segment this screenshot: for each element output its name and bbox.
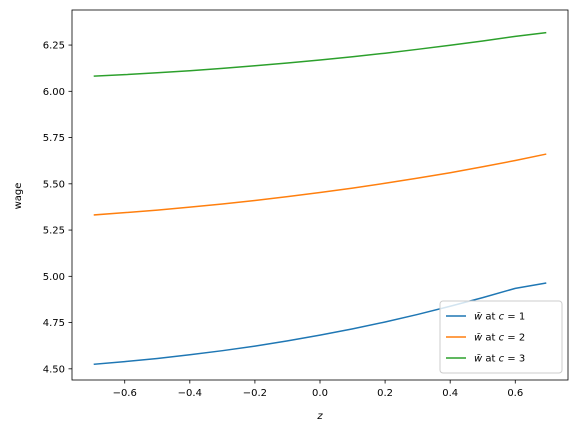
x-tick-label: 0.0 (312, 388, 328, 399)
y-tick-label: 4.75 (43, 318, 65, 329)
series-layer (93, 31, 547, 366)
y-tick-label: 6.25 (43, 41, 65, 52)
legend-label-part: = 2 (504, 333, 525, 344)
legend-label-2: w̄ at c = 2 (474, 333, 525, 344)
legend-label-part: at (482, 333, 498, 344)
y-tick-label: 5.50 (43, 179, 65, 190)
x-axis-label: z (316, 411, 323, 422)
legend-entries: w̄ at c = 1w̄ at c = 2w̄ at c = 3 (446, 312, 525, 365)
y-tick-label: 5.00 (43, 272, 65, 283)
legend-label-part: = 1 (504, 312, 525, 323)
legend-label-part: c (499, 333, 505, 344)
series-line-3 (93, 31, 547, 77)
x-axis-ticks: −0.6 −0.4 −0.2 0.0 0.2 0.4 0.6 (113, 380, 523, 399)
y-axis-ticks: 4.50 4.75 5.00 5.25 5.50 5.75 6.00 6.25 (43, 41, 72, 375)
series-line-1 (93, 282, 547, 366)
legend-label-part: c (499, 354, 505, 365)
legend: w̄ at c = 1w̄ at c = 2w̄ at c = 3 (439, 300, 563, 374)
legend-label-part: = 3 (504, 354, 525, 365)
y-tick-label: 4.50 (43, 364, 65, 375)
series-line-2 (93, 153, 547, 216)
legend-label-part: w̄ (474, 312, 483, 323)
x-tick-label: −0.6 (113, 388, 137, 399)
y-axis-label: wage (13, 183, 24, 210)
legend-label-part: at (482, 354, 498, 365)
legend-label-1: w̄ at c = 1 (474, 312, 525, 323)
y-tick-label: 5.75 (43, 133, 65, 144)
x-tick-label: 0.2 (377, 388, 393, 399)
legend-label-part: c (499, 312, 505, 323)
legend-label-part: w̄ (474, 333, 483, 344)
x-tick-label: 0.6 (507, 388, 523, 399)
x-tick-label: 0.4 (442, 388, 458, 399)
y-tick-label: 5.25 (43, 226, 65, 237)
legend-label-3: w̄ at c = 3 (474, 354, 525, 365)
x-tick-label: −0.2 (243, 388, 267, 399)
x-tick-label: −0.4 (178, 388, 202, 399)
legend-box (439, 300, 563, 374)
legend-label-part: w̄ (474, 354, 483, 365)
legend-label-part: at (482, 312, 498, 323)
y-tick-label: 6.00 (43, 87, 65, 98)
